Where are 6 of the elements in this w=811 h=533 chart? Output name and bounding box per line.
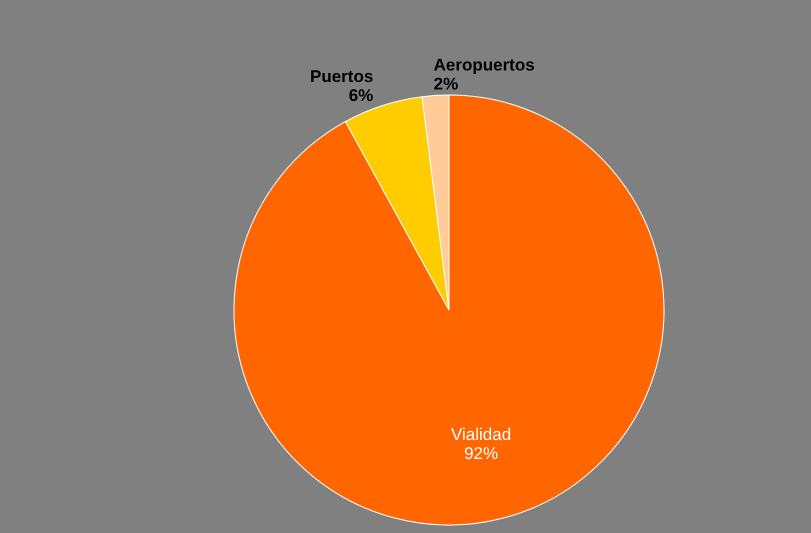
data-label: 92% (464, 444, 498, 463)
data-label: 6% (348, 86, 374, 105)
slice-label: Aeropuertos (434, 55, 535, 74)
slice-label: Puertos (310, 66, 374, 86)
data-label: 2% (434, 74, 458, 94)
slice-label: Vialidad (450, 424, 512, 444)
